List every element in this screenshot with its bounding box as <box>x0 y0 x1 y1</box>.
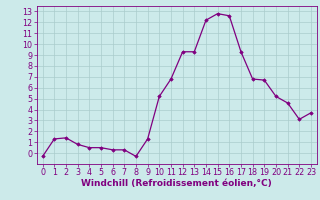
X-axis label: Windchill (Refroidissement éolien,°C): Windchill (Refroidissement éolien,°C) <box>81 179 272 188</box>
